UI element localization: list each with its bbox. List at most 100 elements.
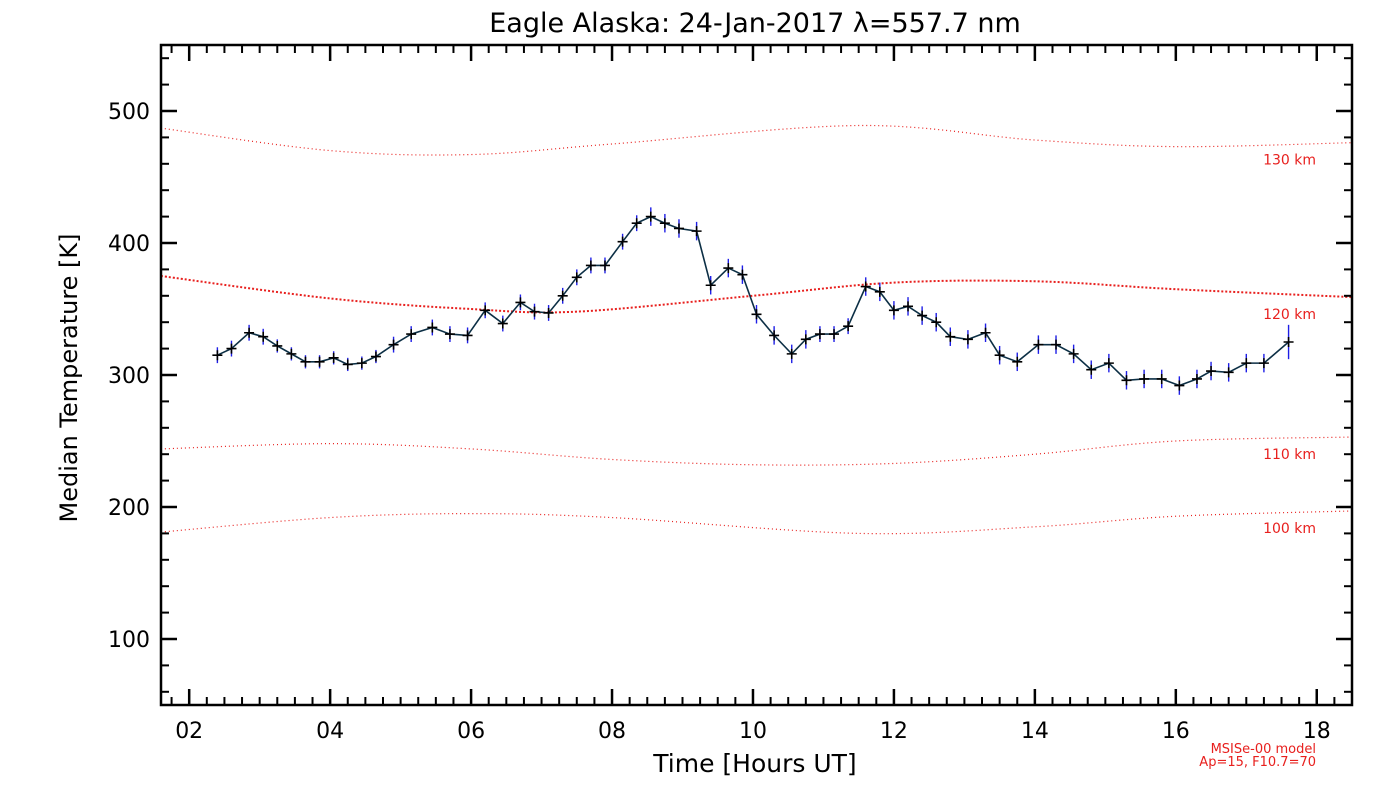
data-point xyxy=(1223,367,1234,378)
data-point xyxy=(903,301,914,312)
model-curves: 130 km 120 km 110 km 100 km xyxy=(160,124,1353,537)
data-point xyxy=(1121,375,1132,386)
data-point xyxy=(1139,373,1150,384)
model-curve xyxy=(160,124,1353,156)
data-point xyxy=(571,272,582,283)
data-point xyxy=(1033,339,1044,350)
data-point xyxy=(691,226,702,237)
data-point xyxy=(1156,373,1167,384)
data-point xyxy=(427,322,438,333)
data-point xyxy=(994,350,1005,361)
data-point xyxy=(543,307,554,318)
chart-title: Eagle Alaska: 24-Jan-2017 λ=557.7 nm xyxy=(489,8,1021,39)
data-point xyxy=(1258,358,1269,369)
data-point xyxy=(860,281,871,292)
data-point xyxy=(244,327,255,338)
data-point xyxy=(1191,373,1202,384)
x-axis-label: Time [Hours UT] xyxy=(652,749,856,778)
data-point xyxy=(328,352,339,363)
model-curve xyxy=(160,436,1353,466)
y-tick-label: 200 xyxy=(108,496,150,521)
data-point xyxy=(1086,364,1097,375)
data-point xyxy=(645,211,656,222)
data-point xyxy=(497,318,508,329)
data-point xyxy=(945,331,956,342)
y-axis-label: Median Temperature [K] xyxy=(55,233,83,522)
data-point xyxy=(444,329,455,340)
temperature-line xyxy=(217,215,1290,387)
data-point xyxy=(723,263,734,274)
x-tick-label: 10 xyxy=(739,719,767,744)
data-point xyxy=(769,330,780,341)
data-point xyxy=(388,339,399,350)
data-point xyxy=(962,334,973,345)
data-point xyxy=(529,306,540,317)
data-point xyxy=(800,334,811,345)
axes: 02 04 06 08 10 12 14 16 18 100 200 300 400 500 xyxy=(108,43,1354,744)
data-point xyxy=(888,305,899,316)
model-curve-label: 130 km xyxy=(1263,153,1316,169)
x-tick-label: 16 xyxy=(1162,719,1190,744)
data-point xyxy=(356,358,367,369)
data-point xyxy=(515,297,526,308)
data-point xyxy=(342,359,353,370)
model-curve-label: 110 km xyxy=(1263,447,1316,463)
data-point xyxy=(673,223,684,234)
data-point xyxy=(980,327,991,338)
data-point xyxy=(406,329,417,340)
data-point xyxy=(557,290,568,301)
data-point xyxy=(1012,356,1023,367)
data-point xyxy=(751,309,762,320)
data-point xyxy=(1206,366,1217,377)
data-point xyxy=(480,305,491,316)
data-point xyxy=(786,348,797,359)
data-point xyxy=(300,356,311,367)
data-point xyxy=(1051,339,1062,350)
x-tick-label: 06 xyxy=(457,719,485,744)
data-point xyxy=(599,260,610,271)
data-point xyxy=(226,343,237,354)
x-tick-label: 14 xyxy=(1021,719,1049,744)
data-point xyxy=(843,321,854,332)
data-point xyxy=(829,329,840,340)
data-point xyxy=(631,218,642,229)
y-tick-label: 100 xyxy=(108,628,150,653)
data-point xyxy=(874,286,885,297)
x-tick-label: 18 xyxy=(1303,719,1331,744)
data-point xyxy=(931,317,942,328)
data-point xyxy=(1241,358,1252,369)
data-point xyxy=(1068,348,1079,359)
data-point xyxy=(737,269,748,280)
x-tick-label: 02 xyxy=(175,719,203,744)
x-tick-label: 12 xyxy=(880,719,908,744)
plot-frame xyxy=(159,43,1354,707)
data-point xyxy=(585,260,596,271)
data-point xyxy=(705,280,716,291)
data-point xyxy=(814,329,825,340)
data-point xyxy=(1283,337,1294,347)
data-point xyxy=(1103,358,1114,369)
model-curve-label: 120 km xyxy=(1263,307,1316,323)
data-point xyxy=(617,236,628,247)
data-point xyxy=(1174,380,1185,391)
data-point xyxy=(272,340,283,351)
x-tick-label: 04 xyxy=(316,719,344,744)
model-annotation-line1: MSISe-00 model xyxy=(1211,742,1316,757)
temperature-series xyxy=(212,207,1294,395)
y-tick-label: 300 xyxy=(108,364,150,389)
data-point xyxy=(286,348,297,359)
x-tick-label: 08 xyxy=(598,719,626,744)
data-point xyxy=(917,310,928,321)
model-annotation-line2: Ap=15, F10.7=70 xyxy=(1199,755,1316,770)
data-point xyxy=(462,330,473,341)
model-curve-label: 100 km xyxy=(1263,521,1316,537)
data-point xyxy=(212,350,223,361)
data-point xyxy=(659,218,670,229)
y-tick-label: 400 xyxy=(108,232,150,257)
data-point xyxy=(258,331,269,342)
data-point xyxy=(314,356,325,367)
y-tick-label: 500 xyxy=(108,100,150,125)
data-point xyxy=(370,351,381,362)
model-curve xyxy=(160,510,1353,535)
